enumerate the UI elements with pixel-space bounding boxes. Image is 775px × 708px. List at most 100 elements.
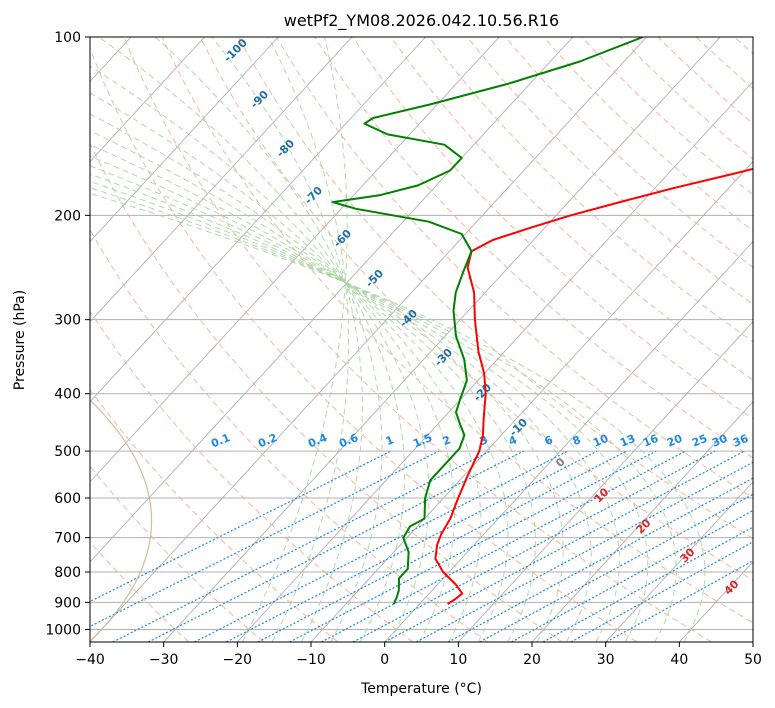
mixing-ratio-label: 2	[441, 433, 453, 448]
x-tick-label: 30	[597, 652, 615, 668]
isotherm	[90, 37, 353, 323]
moist-adiabat	[90, 92, 456, 642]
mixing-ratio-line	[257, 450, 627, 642]
mixing-ratio-line	[352, 450, 716, 642]
plot-frame	[89, 36, 754, 643]
dry-adiabat	[123, 37, 712, 642]
mixing-ratio-line	[194, 450, 568, 642]
isotherm	[752, 641, 753, 642]
dry-adiabat	[90, 310, 414, 642]
dry-adiabat-label: 40	[722, 577, 742, 597]
moist-adiabat-label: -80	[274, 137, 297, 160]
y-tick-label: 600	[54, 491, 81, 507]
isotherm	[90, 37, 647, 642]
temperature-line	[434, 167, 753, 605]
dry-adiabat	[199, 37, 753, 581]
mixing-ratio-line	[321, 450, 686, 642]
isotherm	[458, 321, 753, 642]
dry-adiabat	[543, 37, 753, 232]
moist-adiabat	[90, 113, 482, 642]
moist-adiabat	[90, 180, 649, 642]
mixing-ratio-label: 0.2	[256, 431, 279, 450]
isotherm	[90, 37, 205, 163]
x-tick-label: 10	[449, 652, 467, 668]
x-tick-label: 40	[670, 652, 688, 668]
moist-adiabat	[90, 130, 509, 642]
y-tick-label: 500	[54, 444, 81, 460]
x-tick-label: −40	[75, 652, 105, 668]
dry-adiabat-label: 30	[678, 545, 698, 565]
x-tick-label: 50	[744, 652, 762, 668]
isotherm	[0, 37, 57, 642]
y-tick-label: 700	[54, 531, 81, 547]
mixing-ratio-line	[416, 461, 753, 642]
moist-adiabat	[90, 165, 592, 642]
mixing-ratio-line	[606, 560, 753, 642]
series-lines	[331, 37, 753, 605]
dry-adiabat	[619, 37, 753, 160]
dry-adiabat	[90, 388, 339, 642]
trajectory-line	[0, 37, 4, 642]
x-tick-label: 0	[380, 652, 389, 668]
x-axis: −40 −30 −20 −10 0 10 20 30 40 50	[75, 642, 762, 668]
x-tick-label: −10	[296, 652, 326, 668]
mixing-ratio-label: 30	[710, 432, 729, 450]
isotherm	[237, 80, 753, 642]
line-labels: 0.1 0.2 0.4 0.6 1 1.5 2 3 4 6 8 10 13 16 20 25 30 36-100-…	[209, 37, 750, 598]
isotherm	[90, 37, 426, 403]
dry-adiabat	[581, 37, 753, 196]
mixing-ratio-label: 10	[591, 432, 610, 450]
moist-adiabat	[90, 173, 620, 642]
dry-adiabat	[90, 228, 488, 642]
moist-adiabat	[90, 192, 706, 642]
mixing-ratio-label: 1.5	[411, 431, 434, 450]
moist-adiabat	[90, 155, 564, 642]
y-tick-label: 800	[54, 565, 81, 581]
dry-adiabat	[237, 37, 753, 540]
moist-adiabat-label: -60	[331, 227, 354, 250]
mixing-ratio-label: 25	[690, 432, 709, 450]
mixing-ratio-line	[570, 541, 753, 642]
mixing-ratio-line	[447, 477, 753, 642]
mixing-ratio-line	[226, 450, 598, 642]
mixing-ratio-label: 13	[618, 432, 637, 450]
isotherm	[531, 401, 753, 642]
isotherm	[90, 37, 574, 563]
dry-adiabat	[276, 37, 753, 499]
dry-adiabat	[505, 37, 753, 268]
dry-adiabat	[390, 37, 753, 381]
mixing-ratio-label: 36	[731, 432, 750, 450]
mixing-ratio-line	[90, 450, 392, 603]
mixing-ratio-label: 16	[641, 432, 660, 450]
dewpoint-line	[331, 37, 644, 605]
moist-adiabat	[242, 37, 348, 642]
mixing-ratio-label: 8	[571, 433, 583, 448]
mixing-ratio-line	[112, 450, 491, 642]
y-axis: 100 200 300 400 500 600 700 800 900 1000	[45, 30, 90, 638]
moist-adiabat	[211, 37, 363, 642]
moist-adiabat	[90, 144, 536, 642]
isotherm	[90, 37, 279, 243]
dry-adiabat	[90, 465, 264, 642]
x-tick-label: −30	[149, 652, 179, 668]
isotherm	[384, 240, 753, 642]
x-axis-title: Temperature (°C)	[360, 681, 482, 697]
dry-adiabat	[90, 46, 638, 642]
y-tick-label: 100	[54, 30, 81, 46]
moist-adiabat	[98, 37, 406, 642]
mixing-ratio-label: 6	[543, 433, 555, 448]
isotherm	[605, 481, 753, 642]
y-tick-label: 300	[54, 313, 81, 329]
moist-adiabat	[267, 37, 349, 642]
dry-adiabat	[428, 37, 753, 343]
moist-adiabat	[154, 37, 383, 642]
moist-adiabat-label: -50	[363, 267, 386, 290]
dry-adiabat	[161, 37, 753, 624]
mixing-ratio-label: 3	[478, 433, 490, 448]
dry-adiabat	[734, 37, 753, 55]
chart-title: wetPf2_YM08.2026.042.10.56.R16	[284, 11, 559, 31]
y-tick-label: 400	[54, 387, 81, 403]
dry-adiabat	[466, 37, 753, 305]
mixing-ratio-line	[147, 450, 524, 642]
